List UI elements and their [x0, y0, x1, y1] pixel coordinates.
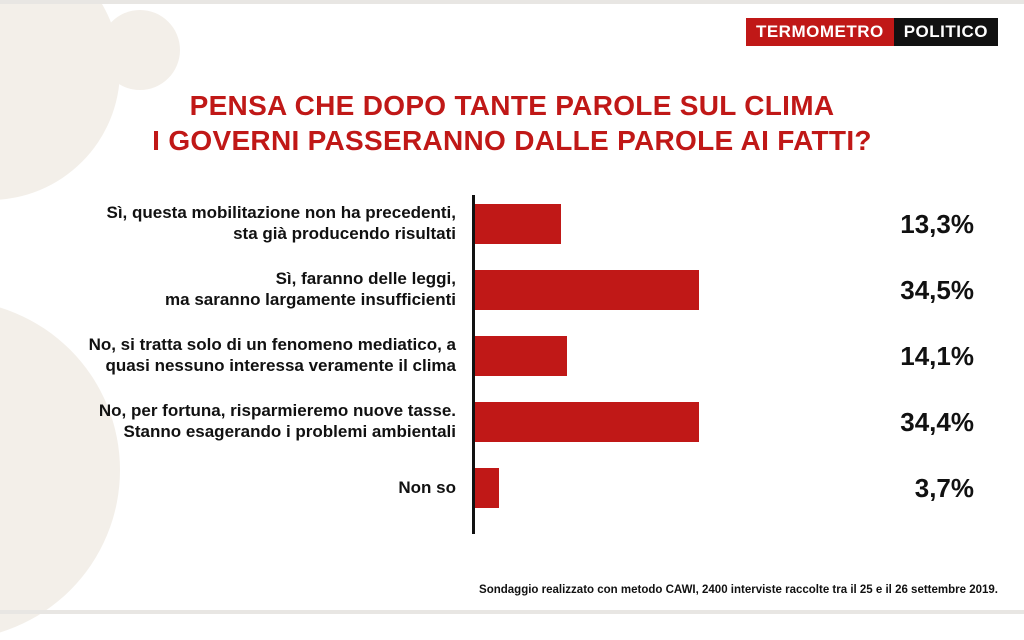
- bar-percent: 3,7%: [915, 473, 974, 504]
- bar-label: Sì, faranno delle leggi, ma saranno larg…: [40, 269, 460, 310]
- title-line-1: PENSA CHE DOPO TANTE PAROLE SUL CLIMA: [60, 88, 964, 123]
- bar-label: No, per fortuna, risparmieremo nuove tas…: [40, 401, 460, 442]
- bar: [475, 402, 699, 442]
- frame-edge-bottom: [0, 610, 1024, 614]
- title-line-2: I GOVERNI PASSERANNO DALLE PAROLE AI FAT…: [60, 123, 964, 158]
- frame-edge-top: [0, 0, 1024, 4]
- bar: [475, 270, 699, 310]
- bar: [475, 204, 561, 244]
- poll-question-title: PENSA CHE DOPO TANTE PAROLE SUL CLIMA I …: [60, 88, 964, 158]
- survey-method-footer: Sondaggio realizzato con metodo CAWI, 24…: [479, 584, 998, 596]
- bar-chart: Sì, questa mobilitazione non ha preceden…: [40, 195, 984, 534]
- chart-row: No, per fortuna, risparmieremo nuove tas…: [40, 393, 984, 451]
- brand-logo: TERMOMETRO POLITICO: [746, 18, 998, 46]
- bar-percent: 14,1%: [900, 341, 974, 372]
- logo-left: TERMOMETRO: [746, 18, 894, 46]
- bg-circle: [100, 10, 180, 90]
- bar-label: No, si tratta solo di un fenomeno mediat…: [40, 335, 460, 376]
- chart-row: Sì, faranno delle leggi, ma saranno larg…: [40, 261, 984, 319]
- bar-label: Sì, questa mobilitazione non ha preceden…: [40, 203, 460, 244]
- chart-row: Non so 3,7%: [40, 459, 984, 517]
- logo-right: POLITICO: [894, 18, 998, 46]
- bar-percent: 13,3%: [900, 209, 974, 240]
- chart-row: No, si tratta solo di un fenomeno mediat…: [40, 327, 984, 385]
- bar: [475, 336, 567, 376]
- bar-percent: 34,4%: [900, 407, 974, 438]
- bar-label: Non so: [40, 478, 460, 499]
- bar-percent: 34,5%: [900, 275, 974, 306]
- chart-row: Sì, questa mobilitazione non ha preceden…: [40, 195, 984, 253]
- bar: [475, 468, 499, 508]
